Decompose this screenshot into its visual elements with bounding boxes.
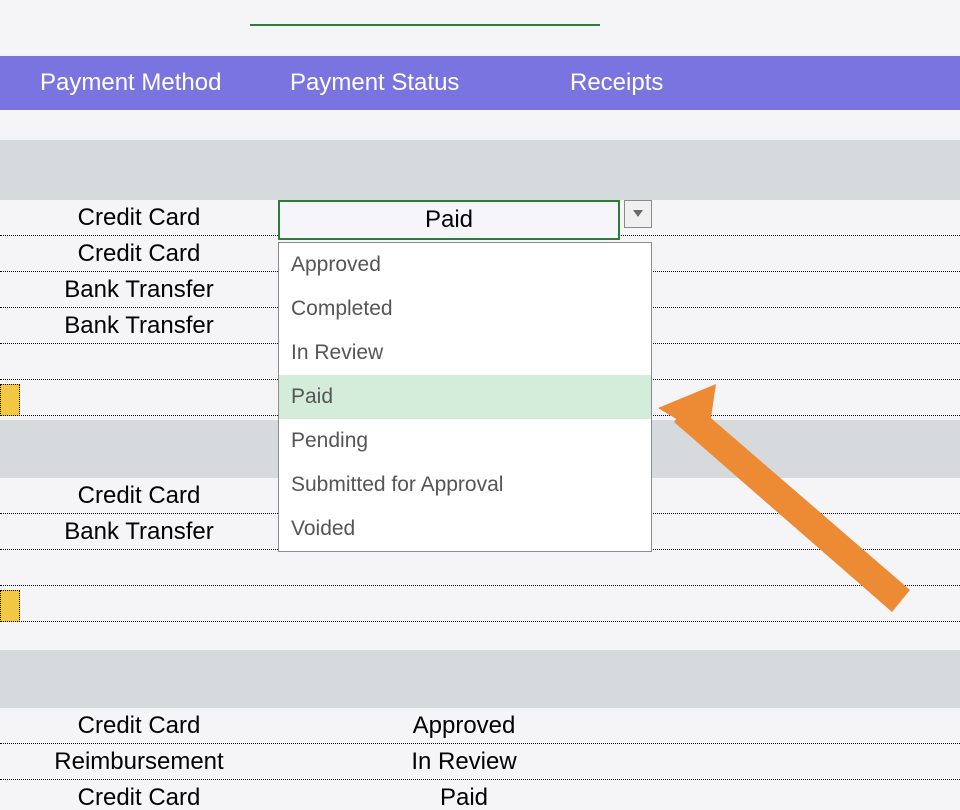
cell-method: Credit Card: [0, 708, 278, 744]
table-row[interactable]: Credit Card Approved: [0, 708, 960, 744]
chevron-down-icon: [632, 205, 644, 223]
dropdown-option[interactable]: Submitted for Approval: [279, 463, 651, 507]
cell-method: Credit Card: [0, 478, 278, 514]
cell-status: In Review: [278, 744, 650, 780]
section-band-1: [0, 140, 960, 200]
cell-method: Bank Transfer: [0, 272, 278, 308]
yellow-marker[interactable]: [0, 384, 20, 416]
dropdown-option[interactable]: Paid: [279, 375, 651, 419]
cell-method: Credit Card: [0, 780, 278, 810]
cell-method: Bank Transfer: [0, 514, 278, 550]
cell-method: Credit Card: [0, 236, 278, 272]
dropdown-option[interactable]: Approved: [279, 243, 651, 287]
status-select-toggle[interactable]: [624, 200, 652, 228]
status-select-cell[interactable]: Paid: [278, 200, 620, 240]
cell-status: Paid: [278, 780, 650, 810]
table-header: Payment Method Payment Status Receipts: [0, 56, 960, 110]
header-payment-status: Payment Status: [290, 69, 459, 97]
dropdown-option[interactable]: Pending: [279, 419, 651, 463]
cell-method: Credit Card: [0, 200, 278, 236]
table-row[interactable]: [0, 586, 960, 622]
cell-method: Bank Transfer: [0, 308, 278, 344]
table-row[interactable]: [0, 550, 960, 586]
page-root: Payment Method Payment Status Receipts C…: [0, 0, 960, 810]
header-payment-method: Payment Method: [40, 69, 221, 97]
table-row[interactable]: Reimbursement In Review: [0, 744, 960, 780]
header-receipts: Receipts: [570, 69, 663, 97]
dropdown-option[interactable]: In Review: [279, 331, 651, 375]
table-row[interactable]: Credit Card Paid: [0, 780, 960, 810]
section-band-3: [0, 650, 960, 708]
decorative-top-line: [250, 24, 600, 26]
status-dropdown-panel: Approved Completed In Review Paid Pendin…: [278, 242, 652, 552]
dropdown-option[interactable]: Completed: [279, 287, 651, 331]
dropdown-option[interactable]: Voided: [279, 507, 651, 551]
status-select-value: Paid: [425, 206, 473, 233]
yellow-marker[interactable]: [0, 590, 20, 622]
cell-status: Approved: [278, 708, 650, 744]
cell-method: Reimbursement: [0, 744, 278, 780]
